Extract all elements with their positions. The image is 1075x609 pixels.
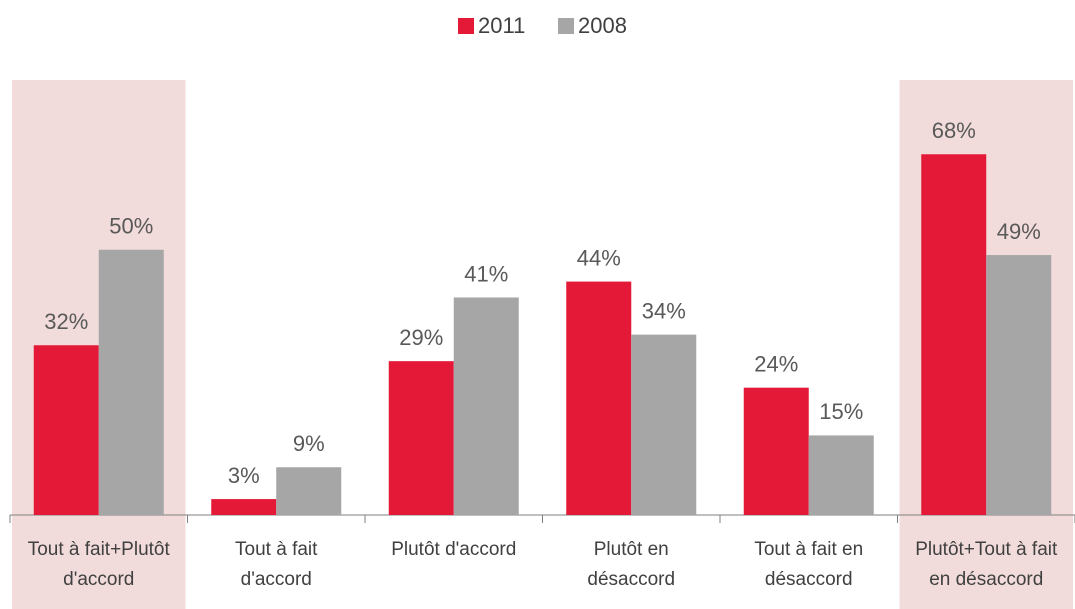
x-tick-label: Tout à fait+Plutôt d'accord [27, 539, 170, 590]
x-tick-label-box: Plutôt d'accord [391, 539, 517, 560]
data-label: 34% [642, 298, 686, 323]
bar [921, 154, 987, 515]
x-tick-label-box: Tout à fait en désaccord [754, 539, 864, 590]
legend-swatch [458, 18, 474, 34]
data-label: 50% [109, 214, 153, 239]
x-tick-label-box: Plutôt en désaccord [587, 539, 676, 590]
bar [631, 334, 697, 515]
data-label: 41% [464, 261, 508, 286]
x-tick-label: Plutôt en désaccord [587, 539, 676, 590]
x-tick-label-box: Tout à fait+Plutôt d'accord [27, 539, 170, 590]
x-tick-label: Tout à fait d'accord [235, 539, 318, 590]
legend-swatch [558, 18, 574, 34]
bar [986, 255, 1052, 515]
x-tick-label: Tout à fait en désaccord [754, 539, 864, 590]
bar [453, 297, 519, 515]
bar [388, 361, 454, 515]
bar [808, 435, 874, 515]
bar [276, 467, 342, 515]
data-label: 24% [754, 351, 798, 376]
x-tick-label: Plutôt d'accord [391, 539, 517, 560]
legend-label: 2011 [478, 13, 525, 38]
data-label: 3% [228, 463, 260, 488]
data-label: 15% [819, 399, 863, 424]
bar [743, 387, 809, 515]
data-label: 9% [293, 431, 325, 456]
data-label: 44% [577, 245, 621, 270]
bar [211, 499, 277, 515]
bar [98, 249, 164, 515]
x-tick-label-box: Plutôt+Tout à fait en désaccord [915, 539, 1058, 590]
data-label: 32% [44, 309, 88, 334]
data-label: 49% [997, 219, 1041, 244]
bar [566, 281, 632, 515]
x-tick-label: Plutôt+Tout à fait en désaccord [915, 539, 1058, 590]
data-label: 68% [932, 118, 976, 143]
legend-label: 2008 [578, 13, 627, 38]
bar [33, 345, 99, 515]
x-tick-label-box: Tout à fait d'accord [235, 539, 318, 590]
data-label: 29% [399, 325, 443, 350]
